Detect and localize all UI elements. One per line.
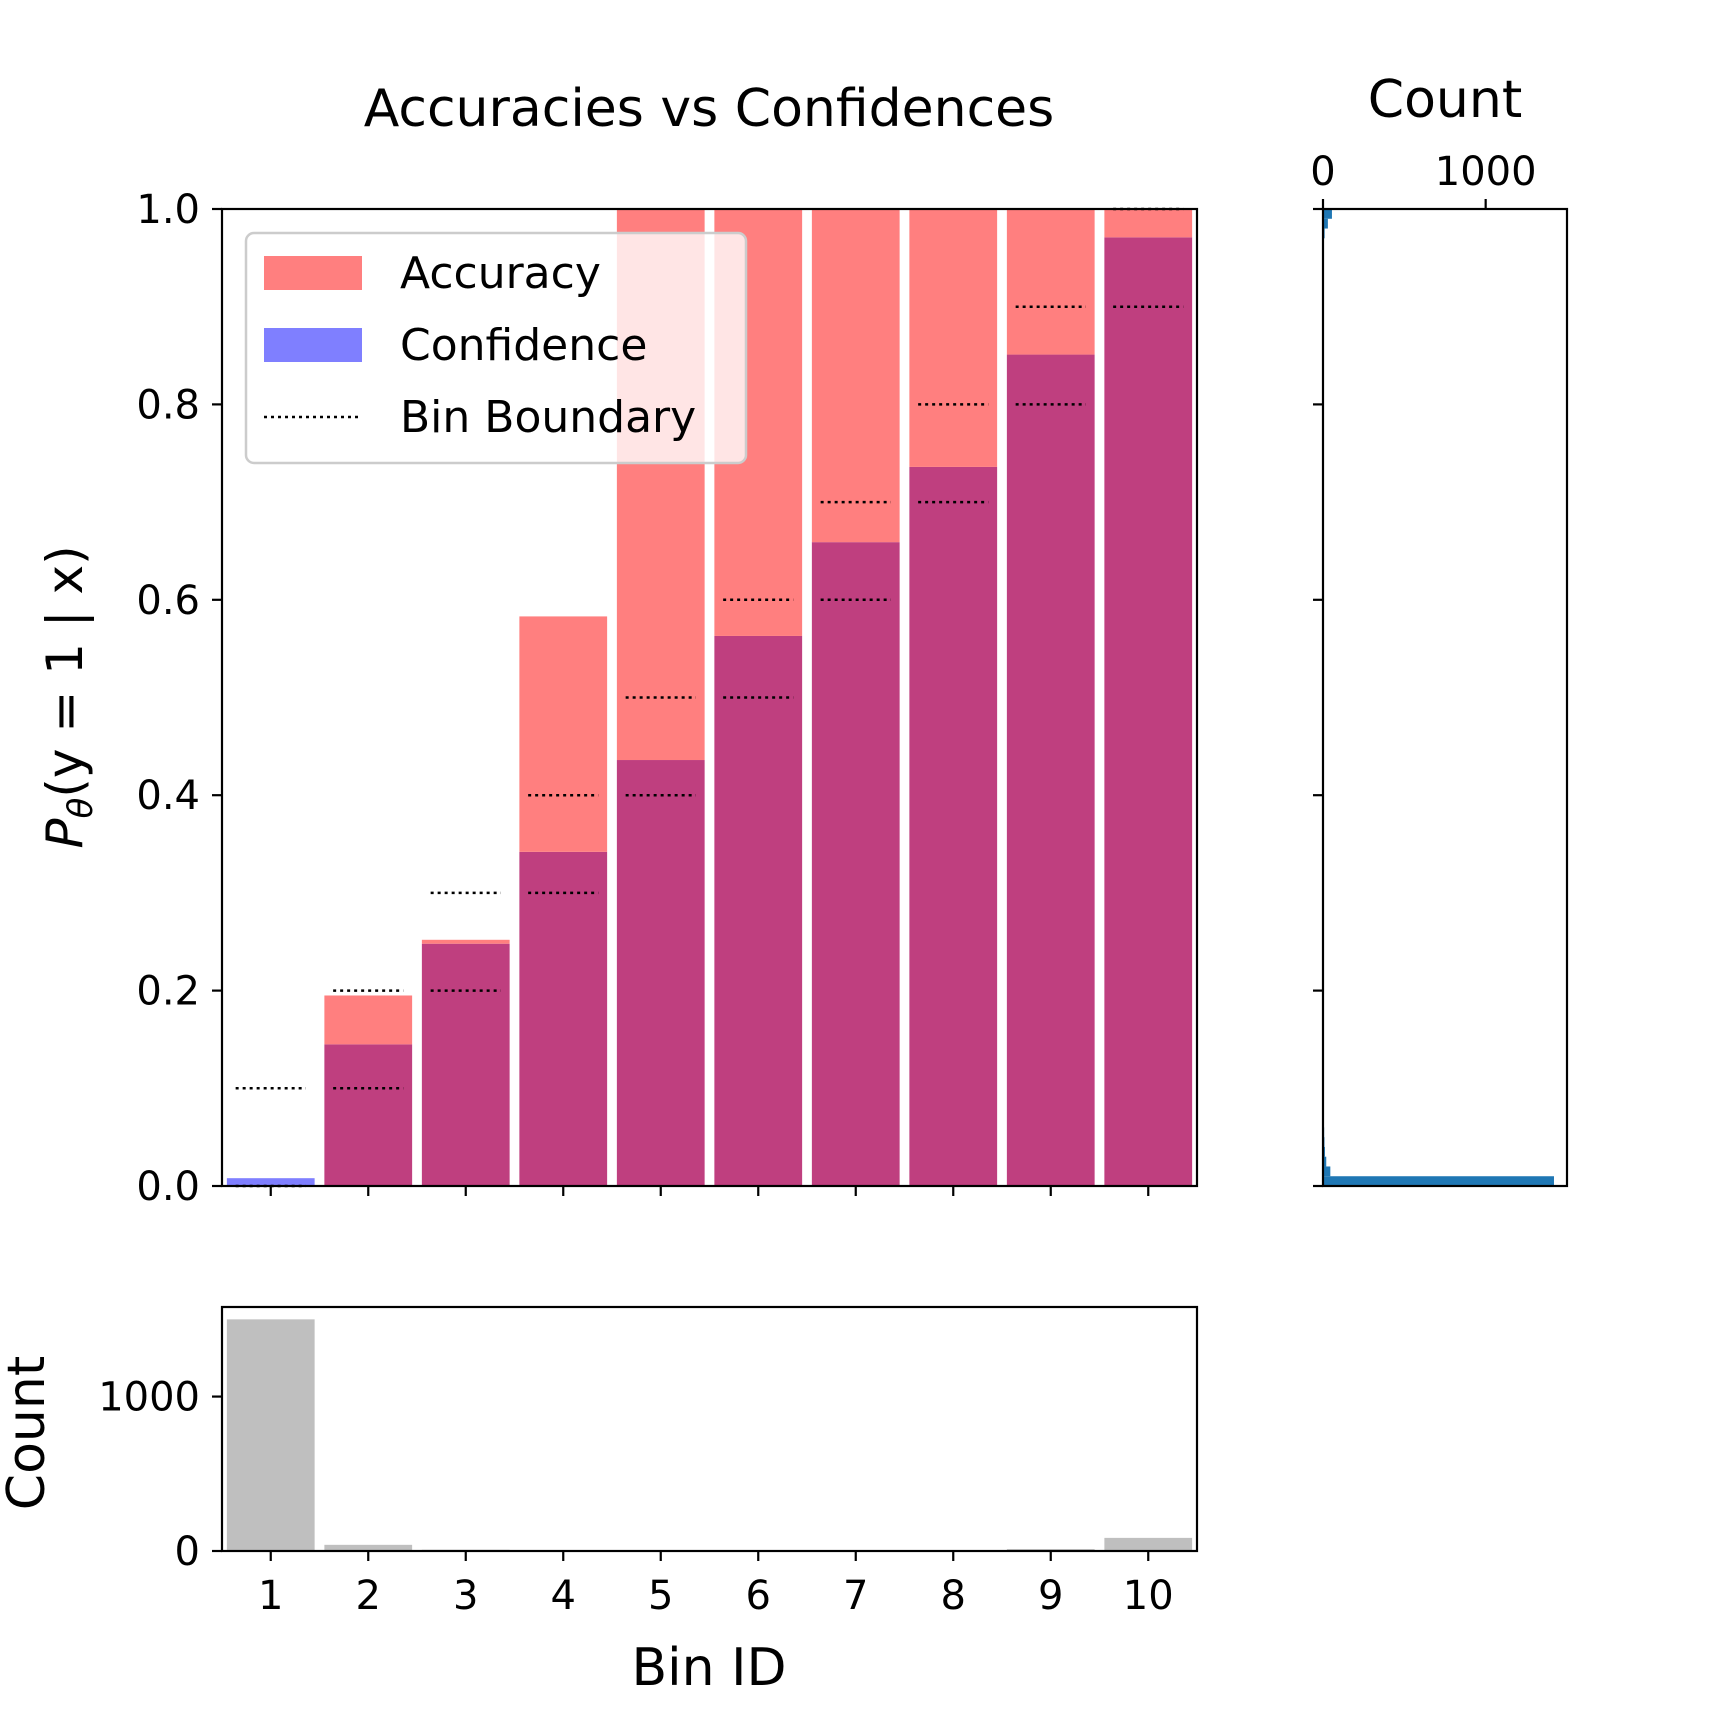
confidence-histogram-title: Count: [1368, 70, 1522, 130]
bin-count-bar-10: [1104, 1537, 1193, 1551]
legend-box: [244, 231, 748, 465]
bin-count-bars: [226, 1319, 1193, 1551]
legend-swatch-confidence: [264, 328, 362, 362]
overlap-bar-bin-2: [324, 1044, 413, 1186]
overlap-bar-bin-7: [811, 542, 900, 1186]
bin-count-y-tick-label-0: 0: [175, 1529, 200, 1575]
main-chart-title: Accuracies vs Confidences: [364, 79, 1055, 139]
overlap-bar-bin-9: [1006, 354, 1095, 1186]
main-x-ticks: [269, 1186, 1150, 1196]
confidence-histogram-x-tick-label-1: 1000: [1435, 149, 1537, 195]
bin-count-frame: [220, 1305, 1199, 1553]
bin-count-x-tick-label-5: 5: [648, 1573, 673, 1619]
bin-count-x-tick-label-6: 6: [746, 1573, 771, 1619]
confidence-histogram-x-tick-label-0: 0: [1310, 149, 1335, 195]
bin-count-x-tick-label-4: 4: [551, 1573, 576, 1619]
bin-count-x-tick-label-2: 2: [356, 1573, 381, 1619]
main-y-axis: 0.0 0.2 0.4 0.6 0.8 1.0: [136, 187, 222, 1210]
accuracy-bar-bin-7: [811, 209, 900, 543]
bin-count-x-tick-label-9: 9: [1038, 1573, 1063, 1619]
accuracy-bar-bin-10: [1104, 209, 1193, 238]
confidence-histogram-bar-2: [1323, 1156, 1327, 1167]
confidence-histogram-axes: 0 1000: [1310, 149, 1537, 1188]
legend-swatch-accuracy: [264, 256, 362, 290]
main-y-tick-label-2: 0.4: [136, 773, 200, 819]
confidence-histogram-bar-1: [1323, 1166, 1331, 1177]
bin-count-x-axis: 1 2 3 4 5 6 7 8 9 10: [258, 1551, 1174, 1619]
overlap-bar-bin-6: [714, 635, 803, 1186]
confidence-histogram-bar-0: [1323, 1176, 1554, 1186]
legend-label-confidence: Confidence: [400, 320, 647, 371]
overlap-bar-bin-3: [421, 943, 510, 1186]
accuracy-bar-bin-2: [324, 995, 413, 1045]
confidence-histogram: 0 1000 Count: [1310, 70, 1569, 1188]
accuracy-bar-bin-4: [519, 616, 608, 852]
bin-count-y-axis-label: Count: [0, 1356, 57, 1510]
main-y-tick-label-3: 0.6: [136, 578, 200, 624]
main-bars-layer: [226, 209, 1193, 1187]
accuracy-bar-bin-3: [421, 939, 510, 944]
confidence-histogram-bar-15: [1323, 218, 1328, 229]
main-y-tick-label-4: 0.8: [136, 382, 200, 428]
legend-label-bin-boundary: Bin Boundary: [400, 392, 696, 443]
overlap-bar-bin-8: [909, 466, 998, 1187]
main-y-tick-label-1: 0.2: [136, 969, 200, 1015]
bin-count-x-tick-label-3: 3: [453, 1573, 478, 1619]
bin-count-y-axis: 0 1000: [98, 1375, 222, 1575]
confidence-histogram-bars: [1323, 209, 1554, 1186]
bin-count-bar-1: [226, 1319, 315, 1551]
accuracy-bar-bin-8: [909, 209, 998, 467]
reliability-diagram: 0.0 0.2 0.4 0.6 0.8 1.0 Pθ(y = 1 | x) Accurac…: [36, 187, 1199, 1210]
overlap-bar-bin-4: [519, 851, 608, 1186]
confidence-histogram-frame: [1321, 207, 1569, 1188]
bin-count-x-tick-label-10: 10: [1123, 1573, 1174, 1619]
main-y-tick-label-0: 0.0: [136, 1164, 200, 1210]
accuracy-bar-bin-9: [1006, 209, 1095, 355]
overlap-bar-bin-5: [616, 760, 705, 1186]
bin-count-y-tick-label-1: 1000: [98, 1375, 200, 1421]
bin-count-x-tick-label-8: 8: [941, 1573, 966, 1619]
bin-count-x-tick-label-1: 1: [258, 1573, 283, 1619]
chart-legend: Accuracy Confidence Bin Boundary: [244, 231, 748, 465]
overlap-bar-bin-10: [1104, 237, 1193, 1186]
legend-label-accuracy: Accuracy: [400, 248, 601, 299]
bin-count-histogram: 0 1000 1 2 3 4 5 6 7 8 9 10 Bin ID Count: [0, 1305, 1199, 1698]
confidence-histogram-bar-16: [1323, 209, 1332, 219]
main-y-axis-label: Pθ(y = 1 | x): [36, 545, 101, 848]
main-y-tick-label-5: 1.0: [136, 187, 200, 233]
bin-count-x-tick-label-7: 7: [843, 1573, 868, 1619]
confidence-bar-bin-1: [226, 1178, 315, 1186]
bin-count-bar-2: [324, 1544, 413, 1551]
main-plot-frame: [220, 207, 1199, 1188]
bin-count-x-axis-label: Bin ID: [632, 1638, 787, 1698]
